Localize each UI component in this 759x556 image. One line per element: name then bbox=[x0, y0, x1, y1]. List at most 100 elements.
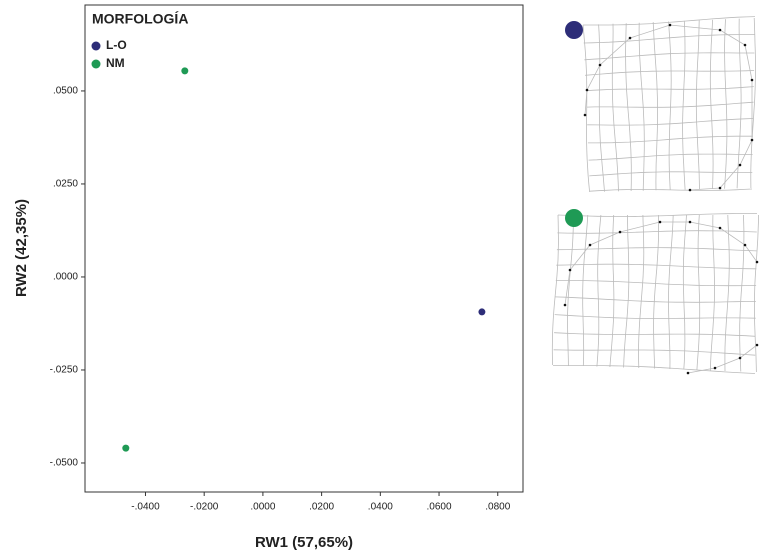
grid-line bbox=[709, 19, 714, 190]
grid-line bbox=[587, 118, 754, 126]
grid-line bbox=[555, 280, 757, 287]
grid-line bbox=[587, 135, 753, 144]
landmark bbox=[738, 356, 742, 360]
grid-line bbox=[695, 20, 700, 190]
landmark bbox=[585, 88, 589, 92]
landmark bbox=[686, 371, 690, 375]
grid-line bbox=[653, 214, 659, 369]
x-tick-label: .0400 bbox=[368, 502, 393, 513]
landmark bbox=[688, 220, 692, 224]
shape-marker bbox=[565, 21, 583, 39]
grid-line bbox=[586, 101, 754, 108]
grid-line bbox=[668, 214, 674, 370]
landmark bbox=[583, 113, 587, 117]
grid-line bbox=[557, 230, 757, 234]
grid-line bbox=[623, 215, 630, 368]
grid-line bbox=[585, 70, 755, 76]
grid-line bbox=[582, 214, 589, 367]
point bbox=[478, 308, 486, 316]
point bbox=[181, 67, 189, 75]
grid-line bbox=[589, 171, 753, 177]
grid-line bbox=[553, 365, 756, 374]
grid-line bbox=[709, 214, 715, 371]
grid-line bbox=[557, 213, 758, 217]
landmark bbox=[568, 268, 572, 272]
x-tick-label: -.0200 bbox=[190, 502, 219, 513]
grid-line bbox=[682, 20, 686, 190]
grid-line bbox=[750, 17, 756, 189]
grid-line bbox=[551, 214, 559, 366]
landmark bbox=[738, 163, 742, 167]
landmark bbox=[718, 186, 722, 190]
x-tick-label: .0600 bbox=[427, 502, 452, 513]
grid-line bbox=[589, 188, 753, 192]
legend-title: MORFOLOGÍA bbox=[92, 11, 188, 27]
x-tick-label: .0800 bbox=[485, 502, 510, 513]
grid-line bbox=[668, 21, 672, 191]
landmark bbox=[750, 78, 754, 82]
grid-line bbox=[609, 214, 615, 368]
landmark bbox=[755, 343, 759, 347]
grid-line bbox=[739, 214, 745, 372]
legend-marker bbox=[91, 59, 101, 69]
legend-label: L-O bbox=[106, 38, 127, 52]
y-tick-label: -.0500 bbox=[50, 458, 79, 469]
landmark bbox=[750, 138, 754, 142]
grid-line bbox=[585, 86, 754, 92]
landmark bbox=[668, 23, 672, 27]
y-tick-label: .0500 bbox=[53, 86, 78, 97]
landmark bbox=[688, 188, 692, 192]
grid-line bbox=[696, 214, 701, 371]
y-axis-label: RW2 (42,35%) bbox=[13, 199, 30, 297]
shape-outline bbox=[687, 344, 758, 374]
grid-line bbox=[736, 18, 742, 189]
y-tick-label: -.0250 bbox=[50, 365, 79, 376]
grid-line bbox=[611, 23, 619, 192]
grid-line bbox=[553, 349, 756, 356]
grid-line bbox=[638, 214, 645, 369]
x-tick-label: -.0400 bbox=[131, 502, 160, 513]
landmark bbox=[588, 243, 592, 247]
landmark bbox=[598, 63, 602, 67]
grid-line bbox=[754, 214, 759, 373]
grid-line bbox=[583, 16, 756, 26]
shape-marker bbox=[565, 209, 583, 227]
grid-line bbox=[598, 24, 605, 192]
landmark bbox=[628, 36, 632, 40]
landmark bbox=[743, 243, 747, 247]
plot-area bbox=[84, 4, 524, 493]
legend-label: NM bbox=[106, 56, 125, 70]
x-tick-label: .0200 bbox=[309, 502, 334, 513]
grid-line bbox=[555, 296, 756, 303]
grid-line bbox=[682, 214, 687, 370]
grid-line bbox=[554, 314, 756, 319]
grid-line bbox=[584, 52, 755, 61]
x-axis-label: RW1 (57,65%) bbox=[255, 534, 353, 551]
shape-outline bbox=[584, 24, 753, 191]
x-tick-label: .0000 bbox=[250, 502, 275, 513]
grid-line bbox=[596, 214, 602, 367]
landmark bbox=[658, 220, 662, 224]
legend-marker bbox=[91, 41, 101, 51]
grid-line bbox=[567, 214, 574, 366]
y-tick-label: .0000 bbox=[53, 272, 78, 283]
landmark bbox=[743, 43, 747, 47]
grid-line bbox=[724, 214, 730, 372]
landmark bbox=[713, 366, 717, 370]
grid-line bbox=[583, 34, 755, 44]
landmark bbox=[718, 28, 722, 32]
grid-line bbox=[582, 24, 590, 193]
point bbox=[122, 444, 130, 452]
landmark bbox=[618, 230, 622, 234]
grid-line bbox=[554, 332, 756, 337]
grid-line bbox=[638, 22, 645, 191]
grid-line bbox=[588, 153, 753, 161]
grid-line bbox=[652, 22, 658, 191]
landmark bbox=[718, 226, 722, 230]
deformation-grids bbox=[551, 16, 759, 375]
grid-line bbox=[556, 263, 757, 270]
grid-line bbox=[556, 247, 757, 252]
landmark bbox=[563, 303, 567, 307]
landmark bbox=[755, 260, 759, 264]
